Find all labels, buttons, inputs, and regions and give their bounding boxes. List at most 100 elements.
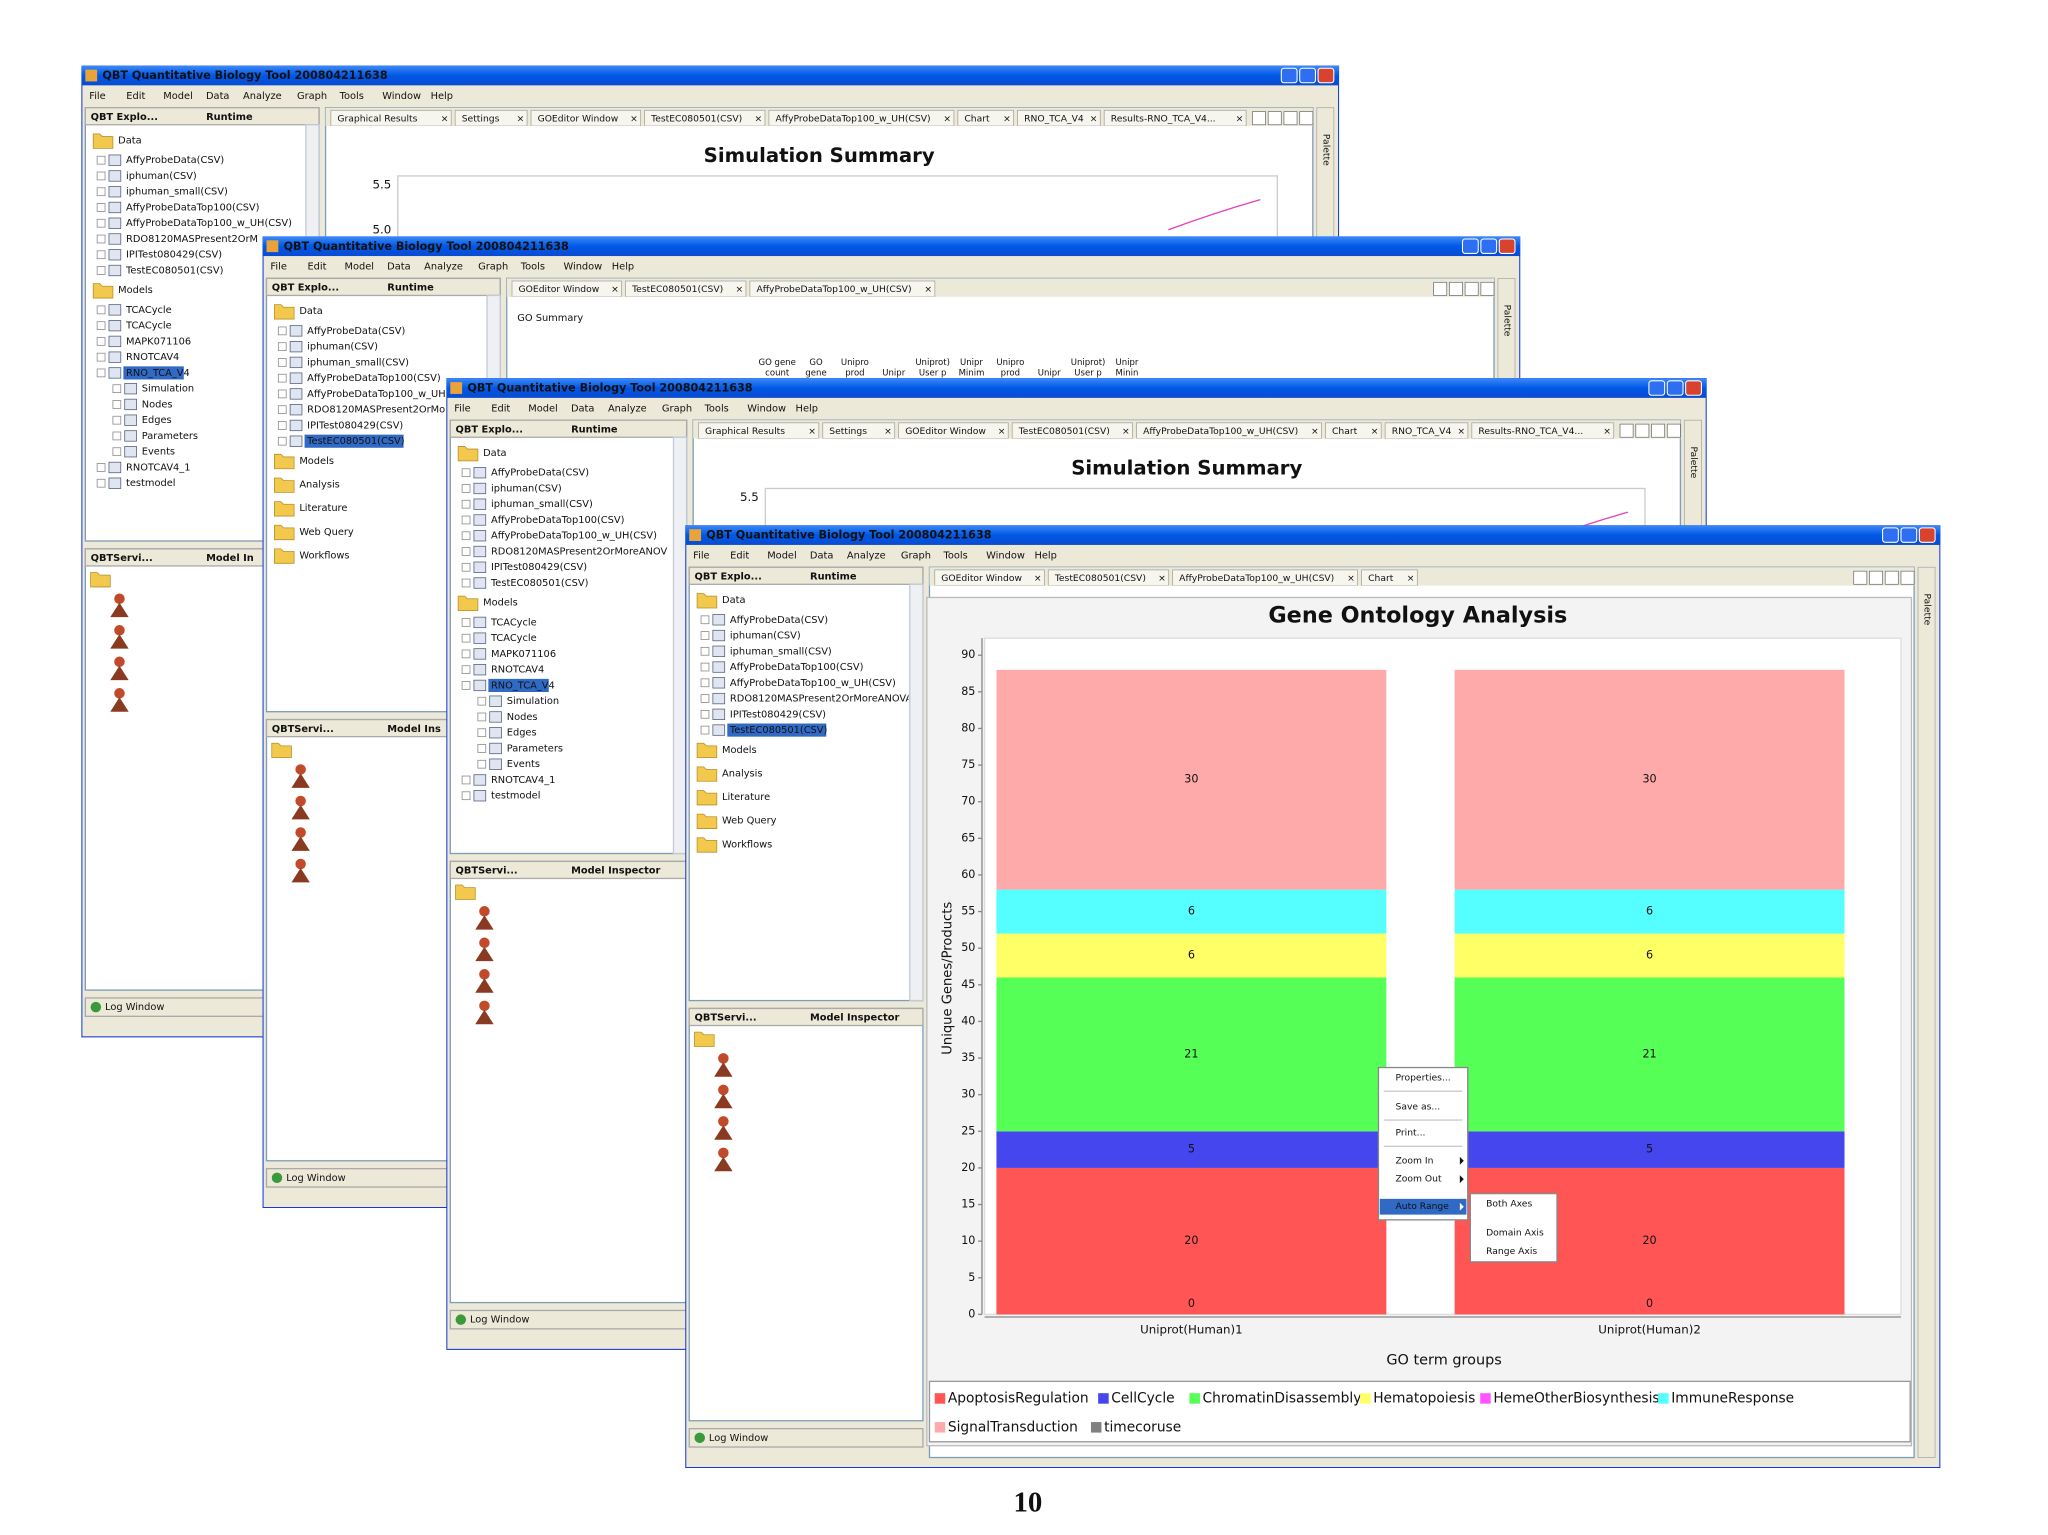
tab-label[interactable]: AffyProbeDataTop100_w_UH(CSV) (1179, 573, 1334, 584)
menu-item[interactable]: Model (344, 262, 374, 273)
tab[interactable] (934, 569, 1045, 586)
tab-label[interactable]: Chart (964, 113, 990, 124)
menu-item[interactable]: Zoom In (1396, 1155, 1434, 1166)
window-button[interactable] (1498, 238, 1516, 254)
menu-item[interactable]: File (693, 550, 709, 561)
tab[interactable] (749, 280, 936, 297)
window-button[interactable] (1480, 238, 1498, 254)
tab-nav[interactable] (1480, 281, 1495, 296)
window-button[interactable] (1461, 238, 1479, 254)
tree-expander[interactable] (96, 234, 106, 244)
tree-expander[interactable] (277, 326, 287, 336)
menu-item[interactable]: Help (612, 262, 634, 273)
tree-item[interactable]: IPITest080429(CSV) (491, 562, 587, 573)
tree-expander[interactable] (700, 662, 710, 672)
panel-tab[interactable]: Runtime (571, 424, 618, 435)
tree-item[interactable]: AffyProbeData(CSV) (491, 468, 589, 479)
tree-item[interactable]: Simulation (507, 696, 559, 707)
panel-tab[interactable]: Model Inspector (571, 866, 660, 877)
tree-expander[interactable] (112, 400, 122, 409)
menu-item[interactable]: Save as... (1396, 1101, 1441, 1112)
tree-item[interactable]: Models (483, 598, 518, 609)
tree-expander[interactable] (96, 250, 106, 260)
tab[interactable] (1471, 422, 1615, 439)
tab-nav[interactable] (1283, 111, 1298, 126)
menu-item[interactable]: Graph (478, 262, 508, 273)
tree-item[interactable]: Data (722, 595, 745, 606)
tree-expander[interactable] (277, 436, 287, 446)
tree-item[interactable]: TCACycle (490, 633, 537, 644)
menu-item[interactable]: Help (796, 403, 818, 414)
window-button[interactable] (1918, 527, 1936, 543)
log-window[interactable]: Log Window (470, 1315, 529, 1326)
menu-item[interactable]: Model (163, 91, 193, 102)
menu-item[interactable]: Data (206, 91, 229, 102)
menu-item[interactable]: Tools (943, 550, 968, 561)
tree-item[interactable]: IPITest080429(CSV) (126, 250, 222, 261)
tree-item[interactable]: Parameters (507, 743, 563, 754)
tree-item[interactable]: MAPK071106 (126, 336, 191, 347)
menu-item[interactable]: Auto Range (1396, 1201, 1450, 1212)
tree-item[interactable]: Models (722, 745, 757, 756)
menu-item[interactable]: Data (387, 262, 410, 273)
tree-expander[interactable] (112, 431, 122, 441)
tree-expander[interactable] (461, 649, 471, 659)
tree-expander[interactable] (461, 484, 471, 493)
tab-label[interactable]: GOEditor Window (941, 573, 1022, 584)
tree-item[interactable]: AffyProbeDataTop100_w_UH(CSV) (491, 531, 657, 542)
menu-item[interactable]: Window (382, 91, 421, 102)
tab-label[interactable]: GOEditor Window (519, 284, 600, 295)
tree-item[interactable]: RNO_TCA_V4 (491, 680, 555, 691)
menu-item[interactable]: Graph (901, 550, 931, 561)
tab-nav[interactable] (1884, 570, 1899, 585)
tree-expander[interactable] (700, 615, 710, 625)
tree-expander[interactable] (96, 321, 106, 330)
tree-item[interactable]: Data (118, 135, 141, 146)
tree-expander[interactable] (461, 578, 471, 588)
tree-item[interactable]: Nodes (142, 399, 173, 410)
tab-nav[interactable] (1900, 570, 1915, 585)
tab-nav[interactable] (1869, 570, 1883, 585)
tree-expander[interactable] (112, 447, 122, 457)
panel-tab[interactable]: QBTServi... (272, 724, 334, 735)
tab[interactable] (644, 109, 766, 127)
tree-expander[interactable] (277, 342, 287, 351)
tree-item[interactable]: RDO8120MASPresent2OrM (126, 234, 258, 245)
tab-label[interactable]: Settings (829, 426, 867, 437)
tree-item[interactable]: iphuman(CSV) (126, 171, 197, 182)
tree-item[interactable]: Models (118, 285, 153, 296)
tree-expander[interactable] (277, 373, 287, 383)
window-button[interactable] (1280, 67, 1298, 84)
palette[interactable]: Palette (1502, 305, 1513, 337)
menu-item[interactable]: Tools (520, 262, 545, 273)
menu-item[interactable]: Analyze (608, 403, 647, 414)
tree-item[interactable]: Data (299, 306, 322, 317)
tree-expander[interactable] (277, 405, 287, 415)
tree-item[interactable]: RDO8120MASPresent2OrMoreANOVAB (730, 694, 919, 705)
palette[interactable]: Palette (1688, 446, 1699, 478)
panel-tab[interactable]: QBT Explo... (456, 424, 523, 435)
tree-expander[interactable] (277, 389, 287, 399)
menu-item[interactable]: Analyze (847, 550, 886, 561)
tree-expander[interactable] (700, 709, 710, 719)
tree-expander[interactable] (477, 712, 487, 722)
tab-nav[interactable] (1651, 423, 1666, 438)
panel-tab[interactable]: Model In (206, 553, 254, 564)
tree-item[interactable]: AffyProbeDataTop100(CSV) (730, 662, 863, 673)
tree-expander[interactable] (700, 678, 710, 688)
tree-item[interactable]: IPITest080429(CSV) (307, 420, 403, 431)
tab-nav[interactable] (1635, 423, 1650, 438)
tree-item[interactable]: Web Query (722, 816, 777, 827)
tree-expander[interactable] (96, 187, 106, 197)
tree-expander[interactable] (96, 337, 106, 346)
window-button[interactable] (1882, 527, 1899, 543)
tree-expander[interactable] (461, 633, 471, 643)
tree-item[interactable]: Analysis (722, 768, 762, 779)
tab[interactable] (822, 422, 896, 439)
tree-item[interactable]: Data (483, 448, 506, 459)
tree-item[interactable]: AffyProbeDataTop100_w_UH(CSV) (126, 218, 292, 229)
tree-item[interactable]: RNOTCAV4 (126, 352, 179, 363)
tab[interactable] (1136, 422, 1322, 439)
panel-tab[interactable]: QBTServi... (456, 866, 518, 877)
panel-tab[interactable]: QBT Explo... (694, 571, 761, 582)
